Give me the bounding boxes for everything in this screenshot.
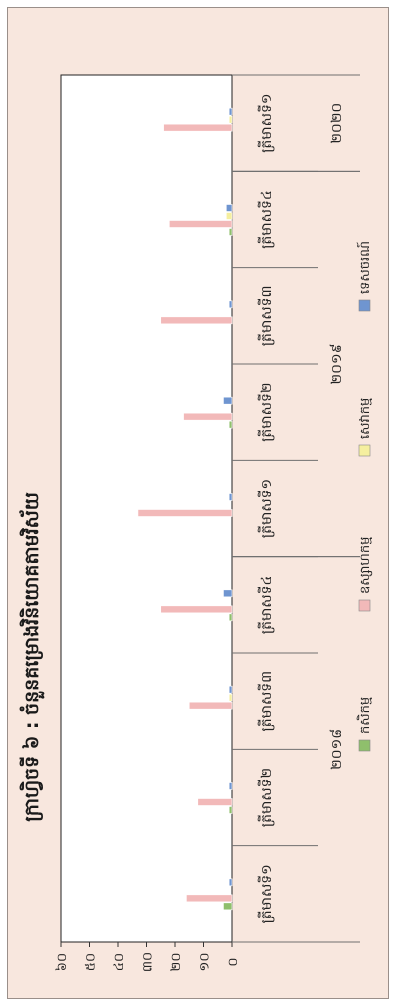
bar — [228, 613, 233, 622]
value-tick-label: ៣០ — [141, 952, 156, 972]
bar — [228, 228, 233, 236]
bar — [228, 115, 233, 124]
value-tick-label: ៤០ — [112, 953, 127, 971]
bar — [228, 420, 233, 429]
bar — [186, 894, 233, 903]
legend-label: កសិកម្ម — [356, 697, 373, 734]
legend-label: សេវាកម្ម — [358, 398, 373, 439]
bar — [226, 204, 233, 212]
category-label: ត្រីមាសទី៤ — [257, 190, 275, 249]
bar — [228, 685, 233, 694]
bar — [188, 701, 233, 710]
legend-swatch — [358, 599, 371, 612]
bar — [137, 509, 233, 517]
bar — [163, 123, 233, 132]
value-tick-label: ០ — [226, 957, 241, 966]
bar — [226, 212, 233, 220]
bar — [228, 107, 233, 116]
category-label: ត្រីមាសទី២ — [257, 383, 275, 442]
bar — [223, 396, 233, 405]
year-label: ២០២០ — [329, 103, 345, 144]
category-label: ត្រីមាសទី១ — [257, 94, 275, 153]
legend-label: ឧស្សាហកម្ម — [358, 537, 373, 594]
legend-swatch — [358, 299, 371, 312]
legend-label: ទេសចរណ៍ — [356, 241, 373, 294]
bar — [228, 693, 233, 702]
bar — [223, 902, 233, 911]
bar — [183, 412, 233, 421]
legend-swatch — [358, 444, 371, 457]
bar — [228, 782, 233, 790]
value-tick-label: ៦០ — [55, 953, 70, 971]
value-tick-label: ១០ — [198, 952, 213, 971]
category-label: ត្រីមាសទី១ — [257, 864, 275, 923]
bar — [228, 878, 233, 887]
category-label: ត្រីមាសទី៤ — [257, 576, 275, 635]
category-label: ត្រីមាសទី៣ — [257, 286, 275, 347]
category-label: ត្រីមាសទី៣ — [257, 671, 275, 732]
bar — [160, 605, 233, 614]
bar — [169, 220, 233, 228]
bar — [228, 493, 233, 501]
plot-area — [60, 74, 233, 943]
bar — [228, 806, 233, 814]
year-label: ២០១៨ — [329, 729, 345, 770]
value-tick-label: ២០ — [169, 952, 184, 971]
bar — [160, 316, 233, 325]
category-label: ត្រីមាសទី២ — [257, 768, 275, 827]
legend-swatch — [358, 739, 371, 752]
bar — [197, 798, 233, 806]
bar — [228, 300, 233, 309]
bar — [223, 589, 233, 598]
value-tick-label: ៥០ — [84, 953, 99, 971]
chart-title: ក្រាហ្វិចទី ៦ : ចំនួនគម្រោងវិនិយោគតាមវិស… — [19, 492, 45, 822]
year-label: ២០១៩ — [329, 343, 345, 384]
category-label: ត្រីមាសទី១ — [257, 479, 275, 538]
